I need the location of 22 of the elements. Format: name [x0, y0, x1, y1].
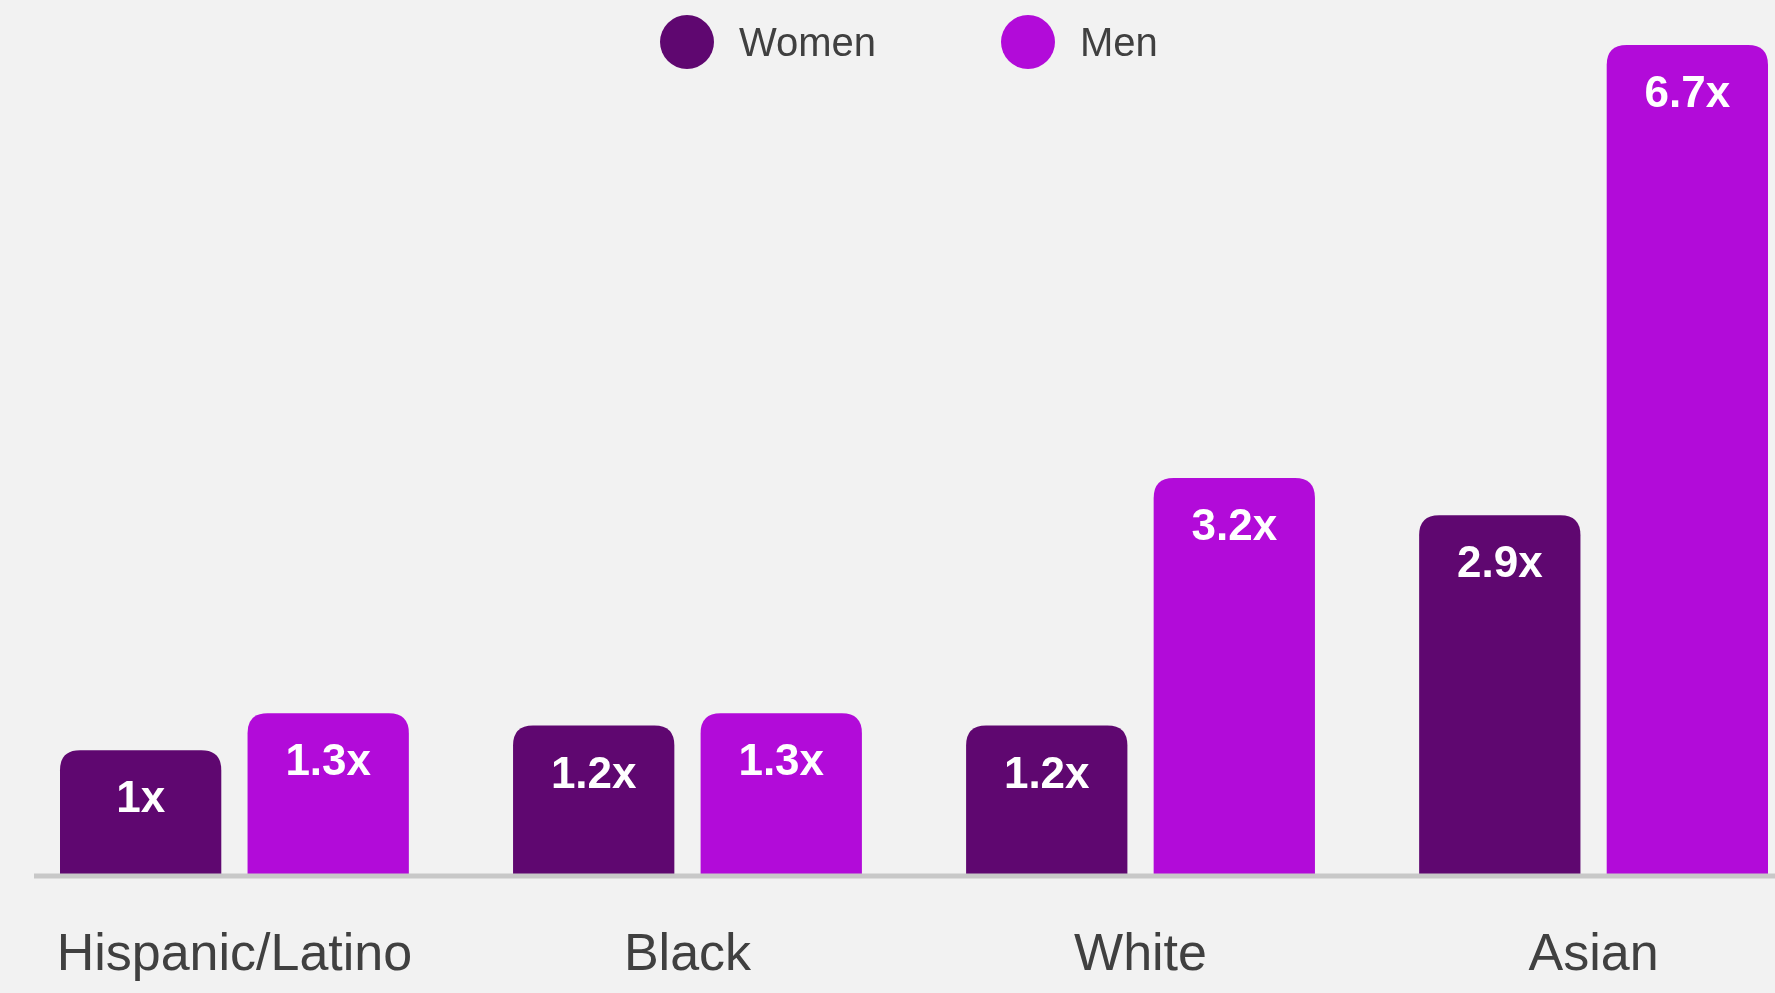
bar [60, 750, 222, 874]
x-tick-label: White [1074, 923, 1207, 981]
x-tick-label: Hispanic/Latino [56, 923, 413, 981]
data-label: 1.3x [285, 735, 372, 785]
bar [247, 713, 409, 874]
bar [1606, 45, 1768, 874]
data-label: 1.2x [550, 747, 638, 797]
bar [513, 725, 675, 874]
data-label: 1.3x [738, 735, 825, 785]
data-label: 6.7x [1644, 67, 1731, 116]
legend-label: Men [1080, 20, 1158, 64]
legend-label: Women [739, 20, 877, 64]
bar [966, 725, 1128, 874]
data-label: 3.2x [1191, 500, 1278, 550]
bar [1153, 478, 1315, 874]
x-tick-label: Black [623, 923, 753, 981]
bar [1419, 515, 1581, 874]
data-label: 2.9x [1456, 537, 1544, 587]
data-label: 1.2x [1003, 747, 1091, 797]
bar [700, 713, 862, 874]
x-tick-label: Asian [1528, 923, 1659, 981]
data-label: 1x [116, 772, 166, 822]
